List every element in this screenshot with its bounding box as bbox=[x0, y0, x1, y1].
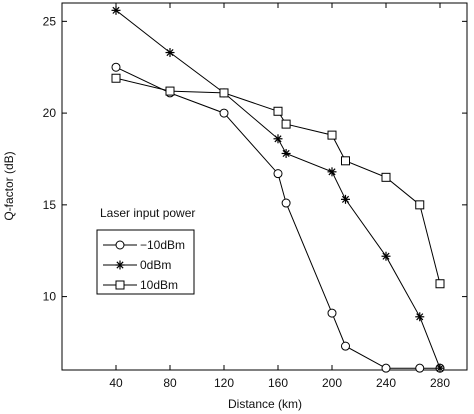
star-marker bbox=[415, 312, 425, 322]
square-marker bbox=[273, 106, 283, 116]
star-marker bbox=[111, 5, 121, 15]
circle-marker bbox=[115, 240, 125, 250]
x-tick-label: 80 bbox=[163, 376, 177, 390]
legend-item: 10dBm bbox=[103, 278, 178, 292]
legend-title: Laser input power bbox=[100, 206, 195, 220]
series-line bbox=[115, 66, 440, 369]
circle-marker bbox=[219, 108, 229, 118]
square-marker bbox=[281, 119, 291, 129]
y-tick-label: 15 bbox=[43, 198, 57, 212]
star-marker bbox=[115, 260, 125, 270]
legend-box bbox=[96, 229, 195, 295]
circle-marker bbox=[327, 308, 337, 318]
plot-frame bbox=[61, 2, 468, 371]
x-tick-label: 200 bbox=[322, 376, 342, 390]
circle-marker bbox=[273, 169, 283, 179]
x-axis-ticks: 40 80 120 160 200 240 280 bbox=[109, 3, 450, 390]
series-circle bbox=[111, 62, 445, 373]
y-axis-ticks: 10 15 20 25 bbox=[43, 14, 467, 304]
square-marker bbox=[341, 156, 350, 166]
star-marker bbox=[381, 251, 391, 261]
x-axis-title: Distance (km) bbox=[228, 397, 302, 411]
series-square bbox=[111, 73, 445, 289]
square-marker bbox=[115, 280, 125, 290]
series-layer bbox=[111, 5, 445, 373]
x-tick-label: 240 bbox=[376, 376, 396, 390]
series-line bbox=[115, 9, 441, 369]
circle-marker bbox=[415, 363, 425, 373]
square-marker bbox=[165, 86, 175, 96]
y-tick-label: 20 bbox=[43, 106, 57, 120]
square-marker bbox=[111, 73, 121, 83]
y-tick-label: 25 bbox=[43, 14, 57, 28]
star-marker bbox=[273, 134, 283, 144]
x-tick-label: 120 bbox=[214, 376, 234, 390]
circle-marker bbox=[111, 62, 121, 72]
star-marker bbox=[435, 363, 445, 373]
square-marker bbox=[327, 130, 337, 140]
star-marker bbox=[165, 48, 175, 58]
x-tick-label: 40 bbox=[109, 376, 123, 390]
legend-item: −10dBm bbox=[103, 238, 185, 252]
x-tick-label: 280 bbox=[430, 376, 450, 390]
square-marker bbox=[219, 88, 229, 98]
circle-marker bbox=[281, 198, 291, 208]
legend: −10dBm 0dBm 10dBm bbox=[96, 229, 195, 295]
legend-label: 0dBm bbox=[140, 258, 171, 272]
circle-marker bbox=[381, 363, 391, 373]
star-marker bbox=[327, 167, 337, 177]
x-tick-label: 160 bbox=[268, 376, 288, 390]
series-line bbox=[115, 77, 441, 284]
legend-label: 10dBm bbox=[140, 278, 178, 292]
star-marker bbox=[281, 148, 291, 158]
y-axis-title: Q-factor (dB) bbox=[2, 151, 16, 220]
square-marker bbox=[415, 200, 425, 210]
y-tick-label: 10 bbox=[43, 290, 57, 304]
series-star bbox=[111, 5, 445, 373]
square-marker bbox=[381, 172, 391, 182]
circle-marker bbox=[341, 341, 350, 351]
star-marker bbox=[341, 194, 350, 204]
legend-label: −10dBm bbox=[140, 238, 185, 252]
legend-item: 0dBm bbox=[103, 258, 171, 272]
square-marker bbox=[435, 279, 445, 289]
